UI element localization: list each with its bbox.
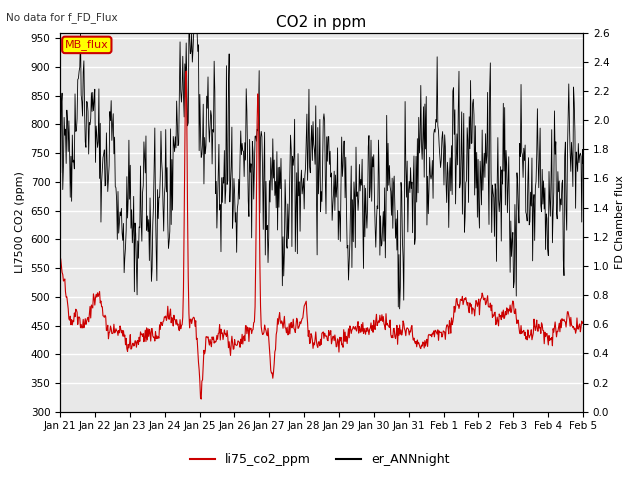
Y-axis label: LI7500 CO2 (ppm): LI7500 CO2 (ppm) [15, 171, 25, 273]
Text: No data for f_FD_Flux: No data for f_FD_Flux [6, 12, 118, 23]
Y-axis label: FD Chamber flux: FD Chamber flux [615, 175, 625, 269]
Legend: li75_co2_ppm, er_ANNnight: li75_co2_ppm, er_ANNnight [186, 448, 454, 471]
Text: MB_flux: MB_flux [65, 39, 109, 50]
Title: CO2 in ppm: CO2 in ppm [276, 15, 367, 30]
